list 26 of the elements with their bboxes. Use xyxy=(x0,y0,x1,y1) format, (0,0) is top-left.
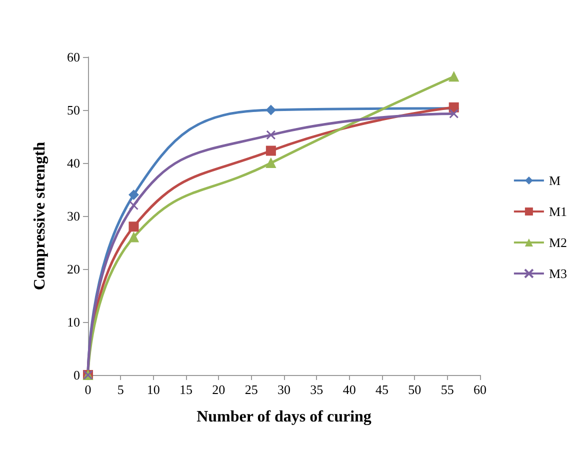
legend-label: M2 xyxy=(548,235,568,250)
x-tick-label: 5 xyxy=(117,382,124,397)
x-tick-label: 60 xyxy=(474,382,486,397)
x-tick-label: 15 xyxy=(180,382,192,397)
y-axis-title: Compressive strength xyxy=(32,142,48,290)
x-tick-label: 40 xyxy=(342,382,356,397)
y-tick-label: 0 xyxy=(74,368,80,382)
y-tick-label: 40 xyxy=(67,156,80,170)
y-tick-label: 10 xyxy=(67,314,80,330)
x-axis-title: Number of days of curing xyxy=(196,408,372,426)
y-tick-label: 30 xyxy=(67,208,80,224)
x-tick-label: 35 xyxy=(310,382,324,397)
x-tick-label: 0 xyxy=(84,382,92,397)
legend-label: M3 xyxy=(548,266,568,281)
legend-label: M1 xyxy=(548,204,568,219)
y-tick-label: 20 xyxy=(67,262,80,276)
y-tick-label: 60 xyxy=(67,50,80,64)
x-tick-label: 10 xyxy=(146,382,160,397)
x-tick-label: 55 xyxy=(440,382,454,397)
x-tick-label: 25 xyxy=(244,382,258,397)
x-tick-label: 45 xyxy=(376,382,388,397)
legend-label: M xyxy=(548,173,561,188)
x-tick-label: 30 xyxy=(278,382,290,397)
x-tick-label: 20 xyxy=(212,382,226,397)
y-tick-label: 50 xyxy=(67,102,80,118)
x-tick-label: 50 xyxy=(408,382,422,397)
